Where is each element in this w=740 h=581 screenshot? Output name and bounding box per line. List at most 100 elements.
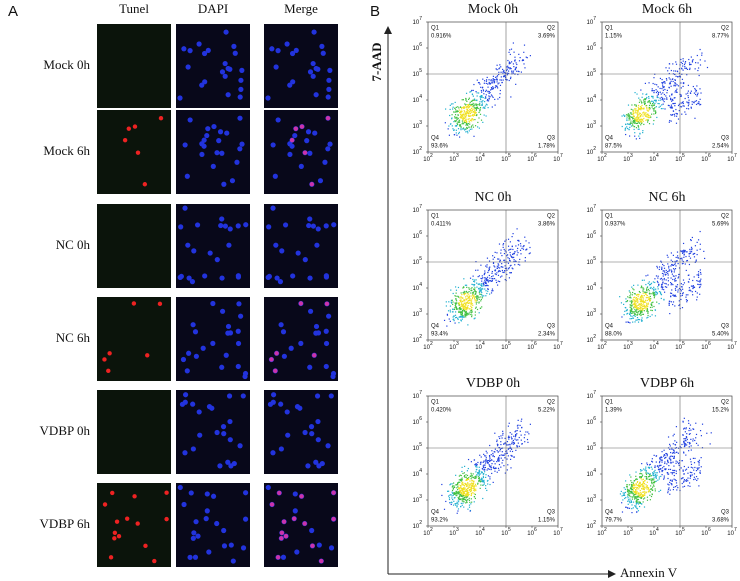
event-dot (483, 454, 484, 455)
event-dot (450, 124, 451, 125)
tick-exp: 2 (604, 341, 607, 347)
event-dot (645, 105, 646, 106)
event-dot (462, 116, 463, 117)
event-dot (499, 455, 500, 456)
event-dot (645, 472, 646, 473)
event-dot (452, 300, 453, 301)
event-dot (454, 129, 455, 130)
nucleus (202, 273, 207, 278)
event-dot (693, 479, 694, 480)
event-dot (447, 491, 448, 492)
event-dot (627, 497, 628, 498)
nucleus (314, 324, 319, 329)
tick-exp: 5 (593, 442, 596, 448)
event-dot (698, 273, 699, 274)
event-dot (697, 467, 698, 468)
event-dot (467, 302, 468, 303)
event-dot (640, 89, 641, 90)
event-dot (485, 459, 486, 460)
event-dot (701, 55, 702, 56)
event-dot (631, 512, 632, 513)
event-dot (472, 118, 473, 119)
event-dot (669, 301, 670, 302)
event-dot (684, 479, 685, 480)
event-dot (449, 318, 450, 319)
nucleus (316, 226, 321, 231)
event-dot (466, 285, 467, 286)
event-dot (453, 316, 454, 317)
event-dot (463, 300, 464, 301)
event-dot (655, 112, 656, 113)
tick-exp: 4 (656, 341, 659, 347)
event-dot (463, 128, 464, 129)
event-dot (700, 64, 701, 65)
event-dot (501, 79, 502, 80)
event-dot (450, 494, 451, 495)
event-dot (644, 483, 645, 484)
event-dot (488, 79, 489, 80)
tick-exp: 3 (456, 153, 459, 159)
x-tick-label: 107 (553, 341, 563, 350)
event-dot (504, 443, 505, 444)
event-dot (688, 103, 689, 104)
event-dot (640, 301, 641, 302)
event-dot (486, 457, 487, 458)
event-dot (468, 119, 469, 120)
event-dot (510, 249, 511, 250)
x-tick-label: 103 (623, 341, 633, 350)
event-dot (465, 104, 466, 105)
event-dot (671, 472, 672, 473)
nucleus (311, 74, 316, 79)
event-dot (508, 263, 509, 264)
event-dot (631, 508, 632, 509)
tick-exp: 7 (419, 204, 422, 210)
tick-exp: 4 (593, 94, 596, 100)
event-dot (636, 123, 637, 124)
event-dot (629, 322, 630, 323)
event-dot (642, 120, 643, 121)
event-dot (640, 478, 641, 479)
event-dot (461, 471, 462, 472)
event-dot (468, 110, 469, 111)
event-dot (649, 284, 650, 285)
event-dot (496, 440, 497, 441)
tunel-cell (310, 182, 314, 186)
event-dot (644, 506, 645, 507)
event-dot (471, 485, 472, 486)
event-dot (656, 266, 657, 267)
nucleus (325, 146, 330, 151)
event-dot (652, 475, 653, 476)
event-dot (698, 271, 699, 272)
event-dot (499, 93, 500, 94)
event-dot (483, 283, 484, 284)
x-tick-label: 103 (449, 527, 459, 536)
event-dot (641, 463, 642, 464)
event-dot (471, 301, 472, 302)
event-dot (459, 125, 460, 126)
event-dot (670, 460, 671, 461)
nucleus (292, 133, 297, 138)
event-dot (469, 109, 470, 110)
event-dot (690, 258, 691, 259)
event-dot (524, 237, 525, 238)
event-dot (688, 423, 689, 424)
event-dot (684, 282, 685, 283)
event-dot (643, 479, 644, 480)
event-dot (654, 84, 655, 85)
event-dot (666, 272, 667, 273)
event-dot (468, 486, 469, 487)
event-dot (662, 287, 663, 288)
event-dot (518, 240, 519, 241)
event-dot (502, 434, 503, 435)
quadrant-name: Q3 (547, 324, 556, 330)
nucleus (199, 152, 204, 157)
event-dot (463, 112, 464, 113)
event-dot (675, 290, 676, 291)
event-dot (477, 126, 478, 127)
event-dot (454, 295, 455, 296)
event-dot (482, 100, 483, 101)
event-dot (481, 281, 482, 282)
image-bg (264, 110, 338, 194)
event-dot (495, 77, 496, 78)
event-dot (667, 461, 668, 462)
